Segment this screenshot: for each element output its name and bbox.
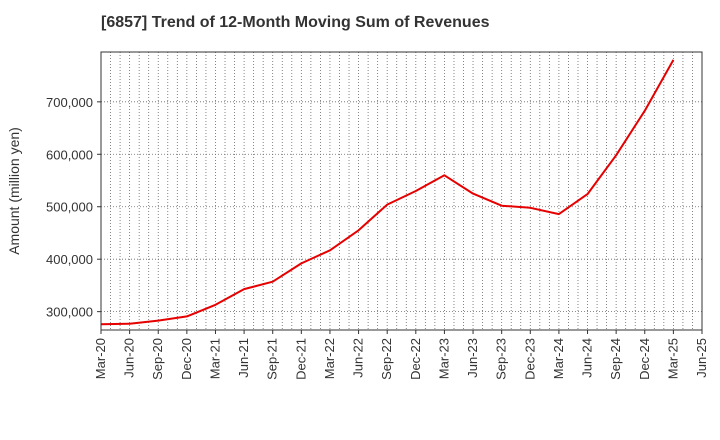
x-tick-label: Dec-22 — [408, 338, 423, 380]
x-tick-label: Jun-25 — [694, 338, 709, 378]
x-tick-label: Mar-22 — [322, 338, 337, 379]
x-tick-label: Sep-20 — [150, 338, 165, 380]
gridlines — [101, 52, 702, 330]
x-tick-label: Dec-23 — [522, 338, 537, 380]
y-tick-label: 500,000 — [46, 200, 93, 215]
y-tick-label: 300,000 — [46, 305, 93, 320]
y-tick-label: 400,000 — [46, 252, 93, 267]
x-tick-label: Jun-20 — [122, 338, 137, 378]
x-tick-label: Sep-22 — [379, 338, 394, 380]
x-tick-label: Dec-20 — [179, 338, 194, 380]
x-tick-label: Jun-21 — [236, 338, 251, 378]
x-tick-label: Sep-24 — [608, 338, 623, 380]
x-tick-label: Sep-21 — [265, 338, 280, 380]
x-tick-label: Dec-24 — [637, 338, 652, 380]
x-tick-label: Dec-21 — [293, 338, 308, 380]
x-tick-label: Mar-23 — [436, 338, 451, 379]
y-axis-labels: 300,000 400,000 500,000 600,000 700,000 — [46, 95, 101, 320]
x-tick-label: Sep-23 — [494, 338, 509, 380]
x-axis-labels: Mar-20 Jun-20 Sep-20 Dec-20 Mar-21 Jun-21 Sep-… — [93, 330, 709, 380]
y-tick-label: 700,000 — [46, 95, 93, 110]
x-tick-label: Jun-24 — [580, 338, 595, 378]
y-axis-title: Amount (million yen) — [6, 127, 22, 255]
y-tick-label: 600,000 — [46, 147, 93, 162]
x-tick-label: Jun-22 — [351, 338, 366, 378]
x-tick-label: Mar-25 — [665, 338, 680, 379]
plot-frame — [100, 51, 703, 331]
x-tick-label: Mar-24 — [551, 338, 566, 379]
x-tick-label: Jun-23 — [465, 338, 480, 378]
x-tick-label: Mar-20 — [93, 338, 108, 379]
series-layer — [100, 59, 675, 326]
series-line — [100, 59, 675, 326]
chart-title: [6857] Trend of 12-Month Moving Sum of R… — [101, 14, 490, 31]
x-tick-label: Mar-21 — [207, 338, 222, 379]
